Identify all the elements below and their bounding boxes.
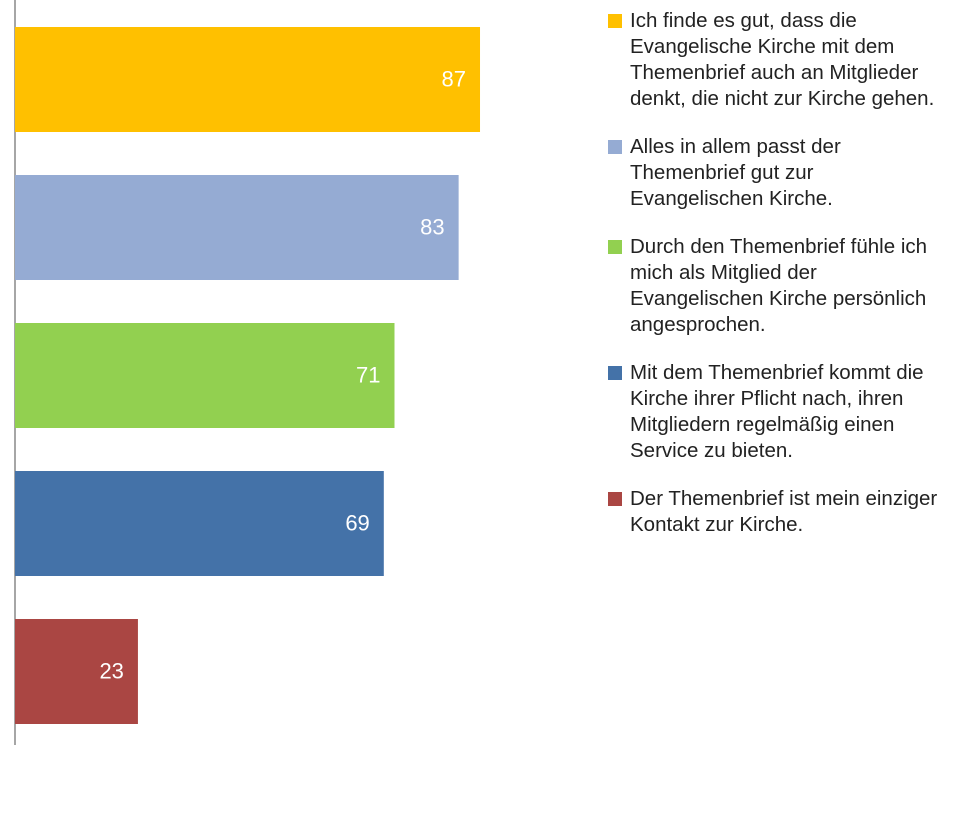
bar: [15, 323, 395, 428]
legend-entry: Ich finde es gut, dass die Evangelische …: [608, 8, 938, 112]
legend-swatch: [608, 140, 622, 154]
data-label: 87: [442, 66, 466, 91]
bar: [15, 27, 481, 132]
legend-entry: Durch den Themenbrief fühle ich mich als…: [608, 234, 938, 338]
legend-entry: Mit dem Themenbrief kommt die Kirche ihr…: [608, 360, 938, 464]
legend-swatch: [608, 366, 622, 380]
legend: Ich finde es gut, dass die Evangelische …: [608, 8, 938, 538]
legend-label: Mit dem Themenbrief kommt die Kirche ihr…: [630, 361, 924, 462]
data-label: 71: [356, 362, 380, 387]
legend-label: Durch den Themenbrief fühle ich mich als…: [630, 235, 928, 336]
data-label: 23: [99, 658, 123, 683]
legend-label: Ich finde es gut, dass die Evangelische …: [630, 9, 935, 110]
legend-label: Der Themenbrief ist mein einziger Kontak…: [630, 487, 938, 536]
legend-label: Alles in allem passt der Themenbrief gut…: [630, 135, 841, 210]
legend-swatch: [608, 492, 622, 506]
legend-swatch: [608, 240, 622, 254]
bar: [15, 471, 384, 576]
bar: [15, 175, 459, 280]
legend-entry: Alles in allem passt der Themenbrief gut…: [608, 134, 938, 212]
legend-entry: Der Themenbrief ist mein einziger Kontak…: [608, 486, 938, 538]
chart: 87 83 71 69 23: [14, 0, 481, 745]
legend-swatch: [608, 14, 622, 28]
data-label: 69: [345, 510, 369, 535]
data-label: 83: [420, 214, 444, 239]
bar: [15, 619, 138, 724]
